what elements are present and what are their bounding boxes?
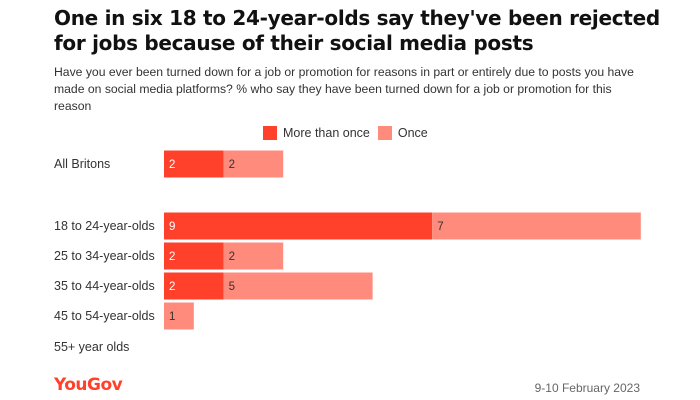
- chart-title: One in six 18 to 24-year-olds say they'v…: [54, 6, 660, 55]
- data-label-once-45-to-54-year-olds: 1: [169, 311, 175, 323]
- category-label-all-britons: All Britons: [54, 157, 110, 171]
- bar-more-than-once-all-britons: [164, 150, 224, 178]
- category-label-18-to-24-year-olds: 18 to 24-year-olds: [54, 219, 155, 233]
- data-label-once-25-to-34-year-olds: 2: [229, 251, 235, 263]
- data-label-once-all-britons: 2: [229, 159, 235, 171]
- bar-once-35-to-44-year-olds: [223, 272, 373, 300]
- data-label-more-than-once-18-to-24-year-olds: 9: [169, 221, 175, 233]
- legend-item-more-than-once: More than once: [263, 126, 370, 140]
- category-label-45-to-54-year-olds: 45 to 54-year-olds: [54, 309, 155, 323]
- legend-swatch-once: [377, 126, 392, 140]
- yougov-logo: YouGov: [54, 375, 123, 395]
- bar-more-than-once-25-to-34-year-olds: [164, 242, 224, 270]
- bar-once-all-britons: [223, 150, 284, 178]
- bar-more-than-once-35-to-44-year-olds: [164, 272, 224, 300]
- bar-more-than-once-18-to-24-year-olds: [164, 212, 433, 240]
- data-label-once-35-to-44-year-olds: 5: [229, 281, 235, 293]
- bar-once-45-to-54-year-olds: [164, 302, 194, 330]
- category-label-35-to-44-year-olds: 35 to 44-year-olds: [54, 279, 155, 293]
- legend-label-once: Once: [397, 126, 428, 140]
- legend-item-once: Once: [377, 126, 428, 140]
- legend-swatch-more-than-once: [263, 126, 277, 140]
- legend-label-more-than-once: More than once: [283, 126, 370, 140]
- data-label-once-18-to-24-year-olds: 7: [437, 221, 443, 233]
- category-label-25-to-34-year-olds: 25 to 34-year-olds: [54, 249, 155, 263]
- data-label-more-than-once-25-to-34-year-olds: 2: [169, 251, 175, 263]
- chart-legend: More than once Once: [263, 124, 436, 142]
- category-label-55-year-olds: 55+ year olds: [54, 340, 129, 354]
- data-label-more-than-once-all-britons: 2: [169, 159, 175, 171]
- bar-once-18-to-24-year-olds: [432, 212, 641, 240]
- fieldwork-date: 9-10 February 2023: [534, 381, 640, 395]
- bar-once-25-to-34-year-olds: [223, 242, 284, 270]
- data-label-more-than-once-35-to-44-year-olds: 2: [169, 281, 175, 293]
- chart-subtitle: Have you ever been turned down for a job…: [54, 65, 634, 113]
